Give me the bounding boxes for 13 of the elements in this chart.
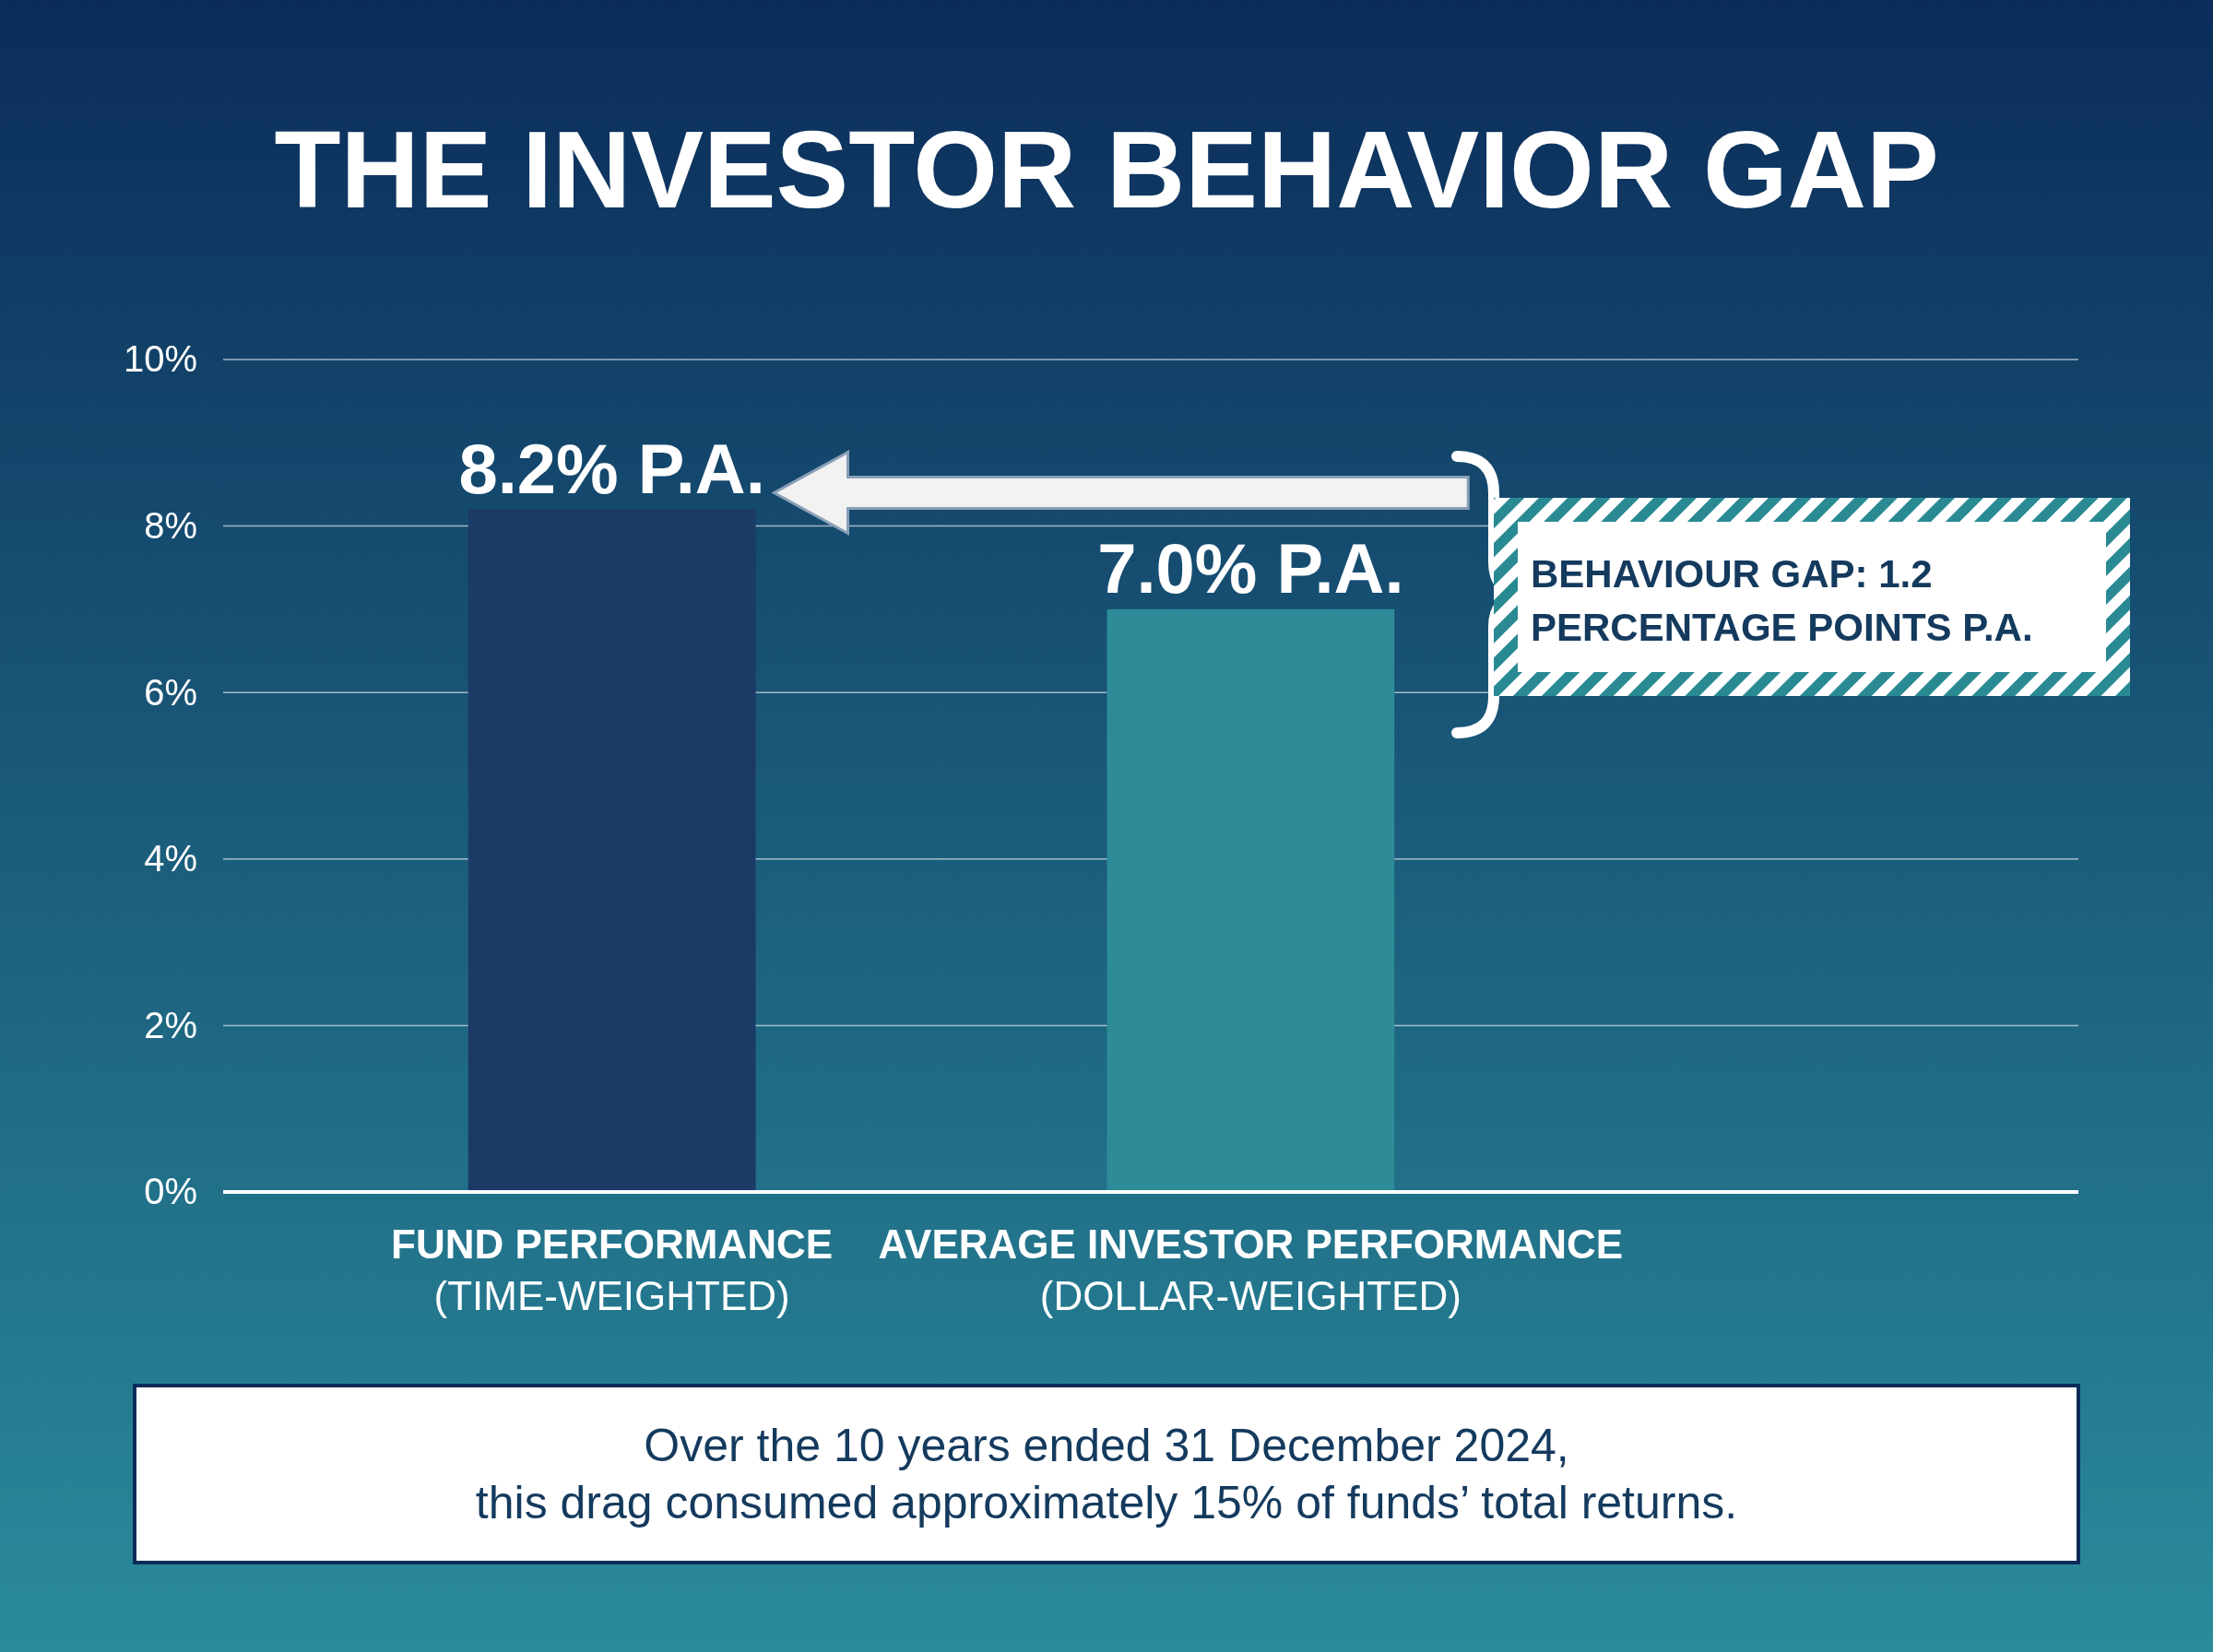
data-label: 8.2% P.A. <box>458 429 765 508</box>
x-tick-label: FUND PERFORMANCE (TIME-WEIGHTED) <box>391 1221 834 1318</box>
y-tick-label: 0% <box>144 1171 197 1212</box>
y-tick-label: 4% <box>144 838 197 879</box>
y-tick-label: 2% <box>144 1004 197 1045</box>
y-tick-label: 10% <box>123 338 197 380</box>
y-tick-label: 8% <box>144 504 197 546</box>
annotation: BEHAVIOUR GAP: 1.2 PERCENTAGE POINTS P.A. <box>1531 552 2033 649</box>
chart-title: THE INVESTOR BEHAVIOR GAP <box>274 109 1939 230</box>
text: Over the 10 years ended 31 December 2024, this drag consumed approximately 15% of funds’ total returns. <box>475 1420 1738 1528</box>
x-tick-label: AVERAGE INVESTOR PERFORMANCE (DOLLAR-WEIGHTED) <box>878 1221 1624 1318</box>
y-tick-label: 6% <box>144 671 197 713</box>
data-label: 7.0% P.A. <box>1097 528 1404 608</box>
